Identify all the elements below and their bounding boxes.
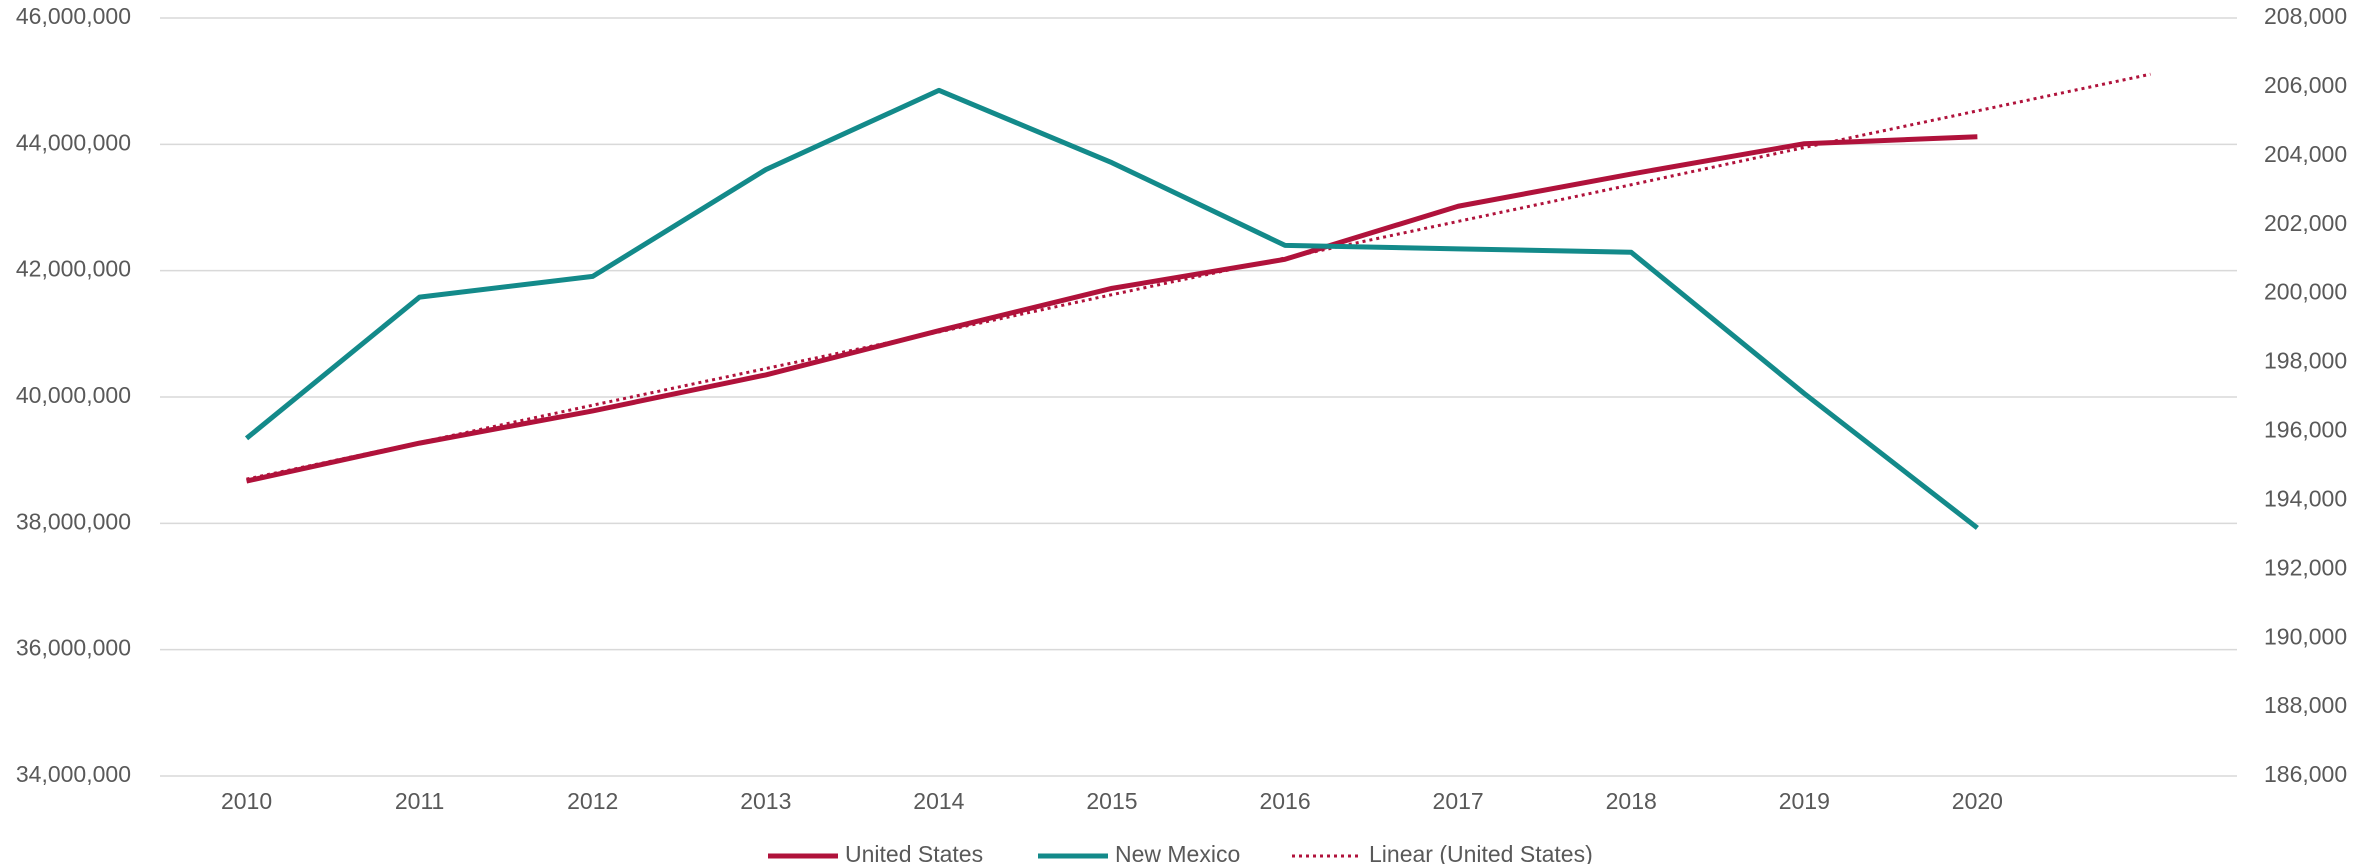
x-tick-label: 2015 xyxy=(1086,788,1137,814)
y2-tick-label: 190,000 xyxy=(2264,623,2347,649)
y-tick-label: 40,000,000 xyxy=(16,382,131,408)
x-tick-label: 2017 xyxy=(1433,788,1484,814)
y-tick-label: 44,000,000 xyxy=(16,129,131,155)
y2-tick-label: 200,000 xyxy=(2264,279,2347,305)
y-tick-label: 36,000,000 xyxy=(16,635,131,661)
x-tick-label: 2012 xyxy=(567,788,618,814)
legend-label: United States xyxy=(845,841,983,864)
x-tick-label: 2010 xyxy=(221,788,272,814)
x-tick-label: 2019 xyxy=(1779,788,1830,814)
y-tick-label: 46,000,000 xyxy=(16,3,131,29)
y2-tick-label: 192,000 xyxy=(2264,554,2347,580)
y2-tick-label: 206,000 xyxy=(2264,72,2347,98)
x-tick-label: 2020 xyxy=(1952,788,2003,814)
series-line xyxy=(246,134,1978,484)
legend-label: New Mexico xyxy=(1115,841,1240,864)
y2-tick-label: 196,000 xyxy=(2264,417,2347,443)
y2-tick-label: 194,000 xyxy=(2264,485,2347,511)
y2-tick-label: 186,000 xyxy=(2264,761,2347,787)
x-tick-label: 2013 xyxy=(740,788,791,814)
y2-tick-label: 204,000 xyxy=(2264,141,2347,167)
y-tick-label: 34,000,000 xyxy=(16,761,131,787)
y2-tick-label: 188,000 xyxy=(2264,692,2347,718)
legend-label: Linear (United States) xyxy=(1369,841,1593,864)
y-tick-label: 42,000,000 xyxy=(16,256,131,282)
x-tick-label: 2016 xyxy=(1259,788,1310,814)
y2-tick-label: 198,000 xyxy=(2264,348,2347,374)
series-line xyxy=(246,72,2151,481)
y-tick-label: 38,000,000 xyxy=(16,508,131,534)
x-tick-label: 2011 xyxy=(395,788,444,814)
x-tick-label: 2018 xyxy=(1606,788,1657,814)
x-tick-label: 2014 xyxy=(913,788,964,814)
y2-tick-label: 208,000 xyxy=(2264,3,2347,29)
series-line xyxy=(244,87,1979,530)
y2-tick-label: 202,000 xyxy=(2264,210,2347,236)
